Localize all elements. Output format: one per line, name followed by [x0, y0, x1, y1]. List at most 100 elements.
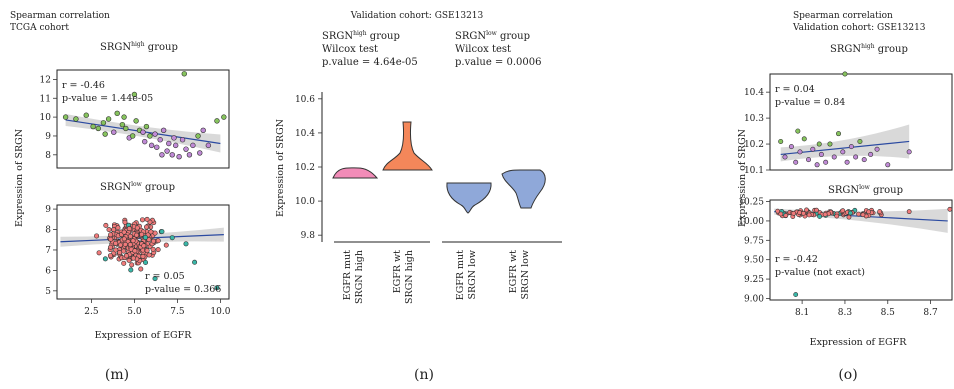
x-tick-label: 7.5 — [170, 307, 185, 317]
m-top-point — [143, 123, 150, 130]
m-bottom-point — [121, 229, 127, 235]
m-bottom-point — [139, 217, 145, 223]
panel-m-xlabel: Expression of EGFR — [95, 330, 193, 341]
o-top-point — [823, 159, 829, 165]
m-top-point — [183, 146, 189, 152]
panel-m: Spearman correlation TCGA cohort SRGNhig… — [10, 11, 231, 383]
x-tick-label: 8.3 — [838, 308, 853, 318]
o-bottom-point — [860, 212, 866, 218]
panel-n-caption: (n) — [414, 367, 434, 383]
panel-o-caption: (o) — [838, 367, 857, 383]
o-top-point — [906, 149, 912, 155]
panel-m-caption: (m) — [105, 367, 129, 383]
m-top-point — [154, 144, 160, 150]
m-bottom-point — [108, 232, 114, 238]
violin-egfr-mut-srgn-low — [446, 182, 492, 214]
panel-o-top-r: r = 0.04 — [775, 84, 815, 95]
m-bottom-point — [128, 267, 134, 273]
m-bottom-point — [140, 253, 146, 259]
m-top-point — [100, 120, 107, 126]
m-top-point — [195, 133, 201, 139]
m-top-point — [83, 112, 89, 118]
panel-n-high-test: Wilcox test — [322, 44, 378, 55]
o-top-point — [831, 154, 837, 160]
o-bottom-point — [791, 210, 797, 216]
y-tick-label: 10.00 — [738, 217, 764, 227]
y-tick-label: 10.25 — [738, 198, 764, 208]
m-top-point — [102, 131, 108, 137]
m-bottom-point — [152, 276, 158, 282]
xtick-egfr-mut-srgn-low-1: EGFR mut — [455, 250, 466, 300]
o-top-point — [848, 144, 854, 150]
o-bottom-point — [847, 210, 853, 216]
m-top-point — [111, 129, 117, 135]
m-bottom-point — [155, 247, 161, 253]
panel-n-xtick-labels: EGFR mut SRGN high EGFR wt SRGN high EGF… — [342, 250, 531, 304]
m-bottom-point — [122, 241, 128, 247]
m-top-point — [123, 125, 129, 132]
y-tick-label: 10.3 — [744, 114, 764, 124]
o-top-point — [840, 149, 846, 155]
panel-o-ylabel: Expression of SRGN — [737, 129, 748, 227]
y-tick-label: 8 — [45, 151, 51, 161]
o-top-point — [795, 128, 801, 134]
panel-m-bottom-group-label: SRGNlow group — [100, 181, 175, 193]
m-top-point — [114, 110, 120, 117]
panel-m-bottom-r: r = 0.05 — [145, 271, 185, 282]
m-top-point — [160, 127, 167, 134]
panel-m-title-1: Spearman correlation — [10, 11, 110, 21]
violin-egfr-wt-srgn-low — [501, 169, 546, 209]
x-tick-label: 8.5 — [881, 308, 896, 318]
o-bottom-point — [877, 209, 883, 214]
o-top-point — [793, 159, 799, 165]
panel-n-high-p: p.value = 4.64e-05 — [322, 57, 418, 68]
m-top-point — [166, 140, 172, 147]
m-top-point — [157, 137, 163, 143]
o-bottom-point — [846, 214, 852, 220]
o-top-point — [801, 136, 807, 142]
y-tick-label: 10.6 — [295, 95, 315, 105]
o-top-point — [853, 154, 859, 160]
xtick-egfr-wt-srgn-low-2: SRGN low — [520, 250, 531, 299]
m-bottom-point — [132, 248, 138, 254]
o-bottom-point — [814, 207, 819, 213]
o-top-point — [857, 138, 863, 144]
panel-o-top-yticks: 10.1 10.2 10.3 10.4 — [744, 88, 770, 176]
m-bottom-point — [151, 238, 157, 244]
m-top-point — [142, 138, 148, 145]
x-tick-label: 5.0 — [127, 307, 142, 317]
panel-n-low-test: Wilcox test — [455, 44, 511, 55]
o-bottom-point — [817, 214, 823, 219]
o-top-point — [861, 157, 867, 163]
m-bottom-point — [106, 227, 112, 233]
panel-o-bottom-points — [775, 206, 953, 297]
panel-m-top-group-label: SRGNhigh group — [100, 41, 178, 53]
m-bottom-point — [113, 240, 119, 246]
m-top-point — [140, 129, 146, 135]
panel-m-bottom-yticks: 5 6 7 8 9 — [45, 205, 57, 297]
m-bottom-point — [144, 248, 150, 254]
m-bottom-point — [141, 243, 147, 249]
panel-o-top-points — [778, 71, 912, 168]
xtick-egfr-mut-srgn-high-2: SRGN high — [354, 250, 365, 304]
panel-m-top-yticks: 8 9 10 11 12 — [40, 75, 57, 161]
panel-m-bottom-p: p-value = 0.366 — [145, 284, 221, 295]
y-tick-label: 9.75 — [744, 236, 764, 246]
m-bottom-point — [126, 226, 132, 232]
xtick-egfr-mut-srgn-low-2: SRGN low — [467, 250, 478, 299]
m-bottom-point — [113, 247, 119, 253]
m-bottom-point — [129, 262, 135, 268]
y-tick-label: 10 — [40, 113, 52, 123]
y-tick-label: 7 — [45, 246, 51, 256]
m-top-point — [186, 152, 193, 158]
o-top-point — [782, 154, 788, 160]
panel-m-bottom-frame — [56, 204, 230, 300]
m-top-point — [190, 142, 196, 149]
m-top-point — [169, 152, 175, 158]
panel-n-high-group: SRGNhigh group — [322, 30, 400, 42]
m-top-point — [164, 148, 170, 154]
xtick-egfr-mut-srgn-high-1: EGFR mut — [342, 250, 353, 300]
m-bottom-point — [127, 242, 133, 248]
m-top-point — [200, 127, 206, 134]
